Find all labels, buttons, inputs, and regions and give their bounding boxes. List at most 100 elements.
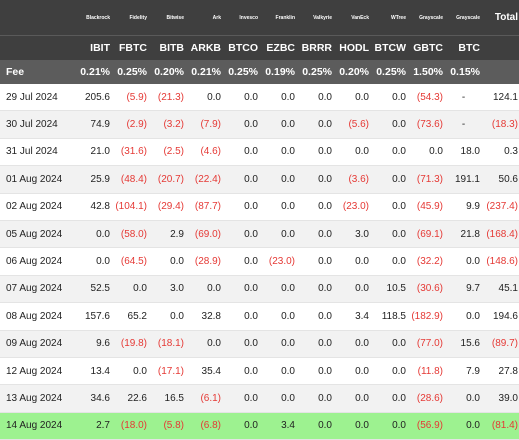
flow-cell: 0.0	[371, 138, 408, 167]
flow-cell: (17.1)	[149, 357, 186, 386]
fee-cell: 0.25%	[223, 60, 260, 84]
flow-cell: (77.0)	[408, 330, 445, 358]
flow-cell: 0.0	[334, 84, 371, 112]
flow-cell: 0.0	[260, 138, 297, 167]
flow-cell: 0.0	[260, 84, 297, 112]
flow-cell: (29.4)	[149, 193, 186, 221]
row-date: 06 Aug 2024	[0, 247, 75, 276]
flow-cell: 0.0	[371, 165, 408, 194]
flow-cell: (3.6)	[334, 165, 371, 194]
flow-cell: (104.1)	[112, 193, 149, 221]
table-row: 06 Aug 2024 0.0 (64.5) 0.0 (28.9) 0.0 (23.0) 0.…	[0, 247, 519, 276]
flow-cell: 0.0	[297, 412, 334, 440]
table-row: 29 Jul 2024 205.6 (5.9) (21.3) 0.0 0.0 0.0 0.0 0…	[0, 84, 519, 112]
issuer-header-cell: Grayscale	[408, 0, 445, 36]
flow-cell: 0.0	[223, 165, 260, 194]
flow-cell: 0.0	[334, 357, 371, 386]
table-row: 05 Aug 2024 0.0 (58.0) 2.9 (69.0) 0.0 0.0 0.0 3.…	[0, 220, 519, 249]
flow-cell: 0.0	[371, 330, 408, 358]
issuer-header-cell: Grayscale	[445, 0, 482, 36]
row-total: (148.6)	[482, 247, 519, 276]
flow-cell: (7.9)	[186, 110, 223, 139]
row-total: (18.3)	[482, 110, 519, 139]
flow-cell: (87.7)	[186, 193, 223, 221]
flow-cell: (5.8)	[149, 412, 186, 440]
flow-cell: 0.0	[75, 220, 112, 249]
row-total: 45.1	[482, 275, 519, 304]
flow-cell: 0.0	[371, 84, 408, 112]
flow-cell: 0.0	[223, 302, 260, 331]
flow-cell: 0.0	[408, 138, 445, 167]
flow-cell: 0.0	[297, 357, 334, 386]
issuer-header-cell: Valkyrie	[297, 0, 334, 36]
flow-cell: (31.6)	[112, 138, 149, 167]
fee-cell: 0.25%	[371, 60, 408, 84]
flow-cell: 0.0	[297, 84, 334, 112]
flow-cell: 0.0	[297, 220, 334, 249]
row-date: 02 Aug 2024	[0, 193, 75, 221]
ticker-header-cell: HODL	[334, 35, 371, 60]
flow-cell: 21.8	[445, 220, 482, 249]
flow-cell: 9.7	[445, 275, 482, 304]
flow-cell: 0.0	[297, 138, 334, 167]
row-date: 05 Aug 2024	[0, 220, 75, 249]
table-row: 09 Aug 2024 9.6 (19.8) (18.1) 0.0 0.0 0.0 0.0 0.…	[0, 330, 519, 358]
row-total: 50.6	[482, 165, 519, 194]
flow-cell: (18.1)	[149, 330, 186, 358]
ticker-header-cell: BRRR	[297, 35, 334, 60]
ticker-header-cell: BTC	[445, 35, 482, 60]
ticker-header-cell: BTCO	[223, 35, 260, 60]
flow-cell: 3.0	[334, 220, 371, 249]
table-row: 13 Aug 2024 34.6 22.6 16.5 (6.1) 0.0 0.0 0.0 0.0…	[0, 384, 519, 413]
fee-cell: 0.21%	[75, 60, 112, 84]
issuer-header-cell: Blackrock	[75, 0, 112, 36]
flow-cell: (3.2)	[149, 110, 186, 139]
ticker-header-cell: BITB	[149, 35, 186, 60]
flow-cell: 35.4	[186, 357, 223, 386]
flow-cell: 3.0	[149, 275, 186, 304]
flow-cell: 0.0	[297, 110, 334, 139]
flows-table-body: 29 Jul 2024 205.6 (5.9) (21.3) 0.0 0.0 0.0 0.0 0…	[0, 84, 519, 440]
flow-cell: (2.5)	[149, 138, 186, 167]
issuer-header-cell: WTree	[371, 0, 408, 36]
issuer-header-cell: Franklin	[260, 0, 297, 36]
flow-cell: (28.6)	[408, 384, 445, 413]
flow-cell: 7.9	[445, 357, 482, 386]
row-date: 29 Jul 2024	[0, 84, 75, 112]
flow-cell: (6.8)	[186, 412, 223, 440]
row-total: 194.6	[482, 302, 519, 331]
row-date: 30 Jul 2024	[0, 110, 75, 139]
flow-cell: 0.0	[297, 275, 334, 304]
flow-cell: 0.0	[223, 84, 260, 112]
flow-cell: (20.7)	[149, 165, 186, 194]
issuer-header-cell: Ark	[186, 0, 223, 36]
flow-cell: (21.3)	[149, 84, 186, 112]
issuer-header-cell	[0, 0, 75, 36]
row-date: 09 Aug 2024	[0, 330, 75, 358]
flow-cell: 0.0	[260, 165, 297, 194]
flow-cell: 0.0	[334, 412, 371, 440]
flow-cell: 2.9	[149, 220, 186, 249]
row-date: 12 Aug 2024	[0, 357, 75, 386]
row-date: 08 Aug 2024	[0, 302, 75, 331]
flow-cell: (5.6)	[334, 110, 371, 139]
flow-cell: (58.0)	[112, 220, 149, 249]
flow-cell: 191.1	[445, 165, 482, 194]
ticker-header-cell: FBTC	[112, 35, 149, 60]
flow-cell: 0.0	[223, 220, 260, 249]
flow-cell: 0.0	[223, 275, 260, 304]
flow-cell: (2.9)	[112, 110, 149, 139]
fee-cell: 0.20%	[149, 60, 186, 84]
row-total: 0.3	[482, 138, 519, 167]
flow-cell: 34.6	[75, 384, 112, 413]
flow-cell: 0.0	[297, 330, 334, 358]
table-row: 01 Aug 2024 25.9 (48.4) (20.7) (22.4) 0.0 0.0 0…	[0, 165, 519, 194]
issuer-header-cell: VanEck	[334, 0, 371, 36]
fee-cell: 0.19%	[260, 60, 297, 84]
ticker-header-cell: ARKB	[186, 35, 223, 60]
flow-cell: -	[445, 84, 482, 112]
fee-cell: 1.50%	[408, 60, 445, 84]
flow-cell: 0.0	[186, 84, 223, 112]
flow-cell: 0.0	[186, 330, 223, 358]
fee-cell: 0.15%	[445, 60, 482, 84]
